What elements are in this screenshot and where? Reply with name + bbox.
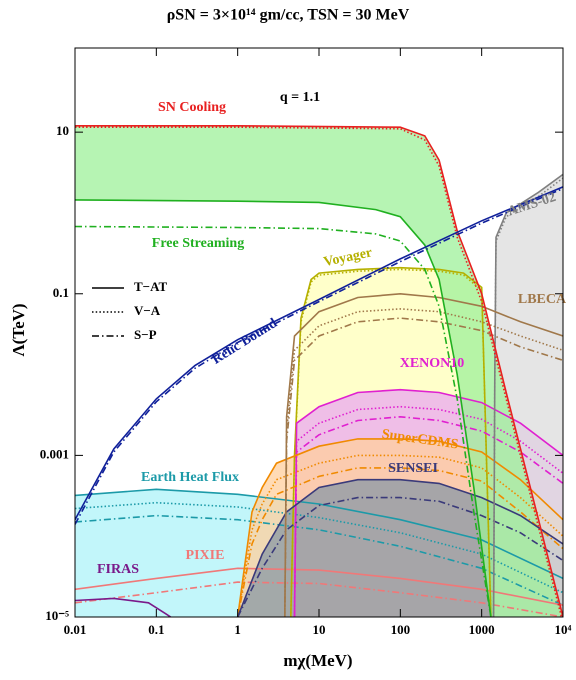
curve	[75, 186, 563, 521]
curve	[75, 199, 492, 617]
curve	[492, 173, 563, 617]
curve	[75, 581, 563, 617]
y-tick-label: 0.1	[53, 285, 69, 300]
curve	[236, 478, 563, 617]
curve-label: LBECA	[518, 292, 567, 307]
x-tick-label: 0.1	[148, 622, 164, 637]
curve	[75, 597, 172, 617]
legend-label: T−AT	[134, 279, 168, 294]
curve	[284, 317, 563, 617]
curve	[236, 496, 563, 617]
curve	[75, 567, 563, 606]
curve-label: XENON10	[400, 356, 465, 371]
legend-label: S−P	[134, 327, 157, 342]
y-tick-label: 10⁻⁵	[45, 608, 69, 623]
chart-title: ρSN = 3×10¹⁴ gm/cc, TSN = 30 MeV	[167, 7, 410, 24]
curve	[293, 415, 563, 617]
y-axis-label: Λ(TeV)	[9, 303, 28, 356]
fill-layer	[75, 125, 563, 617]
curve-label: SN Cooling	[158, 100, 226, 115]
curve	[236, 467, 563, 617]
x-tick-label: 0.01	[64, 622, 87, 637]
curve	[75, 126, 563, 617]
curve	[75, 187, 563, 525]
curve-label: PIXIE	[186, 548, 225, 563]
x-tick-label: 100	[391, 622, 411, 637]
curve	[284, 308, 563, 617]
curve	[75, 225, 492, 617]
x-tick-label: 10	[313, 622, 326, 637]
x-axis-label: mχ(MeV)	[283, 651, 352, 670]
region	[75, 125, 563, 617]
curve	[75, 125, 563, 617]
curve	[75, 501, 563, 594]
curve-label: FIRAS	[97, 562, 139, 577]
curve	[290, 268, 492, 617]
y-tick-label: 0.001	[40, 446, 69, 461]
curve	[293, 405, 563, 617]
curve-label: Free Streaming	[152, 236, 244, 251]
legend-label: V−A	[134, 303, 161, 318]
curve	[75, 514, 563, 606]
x-tick-label: 10⁴	[555, 622, 572, 637]
curve	[492, 177, 563, 617]
curve	[284, 292, 563, 617]
curve-label: Voyager	[322, 245, 373, 270]
x-tick-label: 1000	[469, 622, 495, 637]
curve-label: Relic Bound	[210, 316, 280, 368]
plot-frame	[74, 47, 564, 618]
line-layer	[75, 125, 563, 617]
curve-label: SENSEI	[388, 461, 438, 476]
annotation: q = 1.1	[280, 90, 320, 105]
curve-label: Earth Heat Flux	[141, 470, 239, 485]
curve	[293, 388, 563, 617]
curve	[290, 266, 492, 617]
x-tick-label: 1	[234, 622, 241, 637]
y-tick-label: 10	[56, 123, 69, 138]
curve	[75, 488, 563, 580]
